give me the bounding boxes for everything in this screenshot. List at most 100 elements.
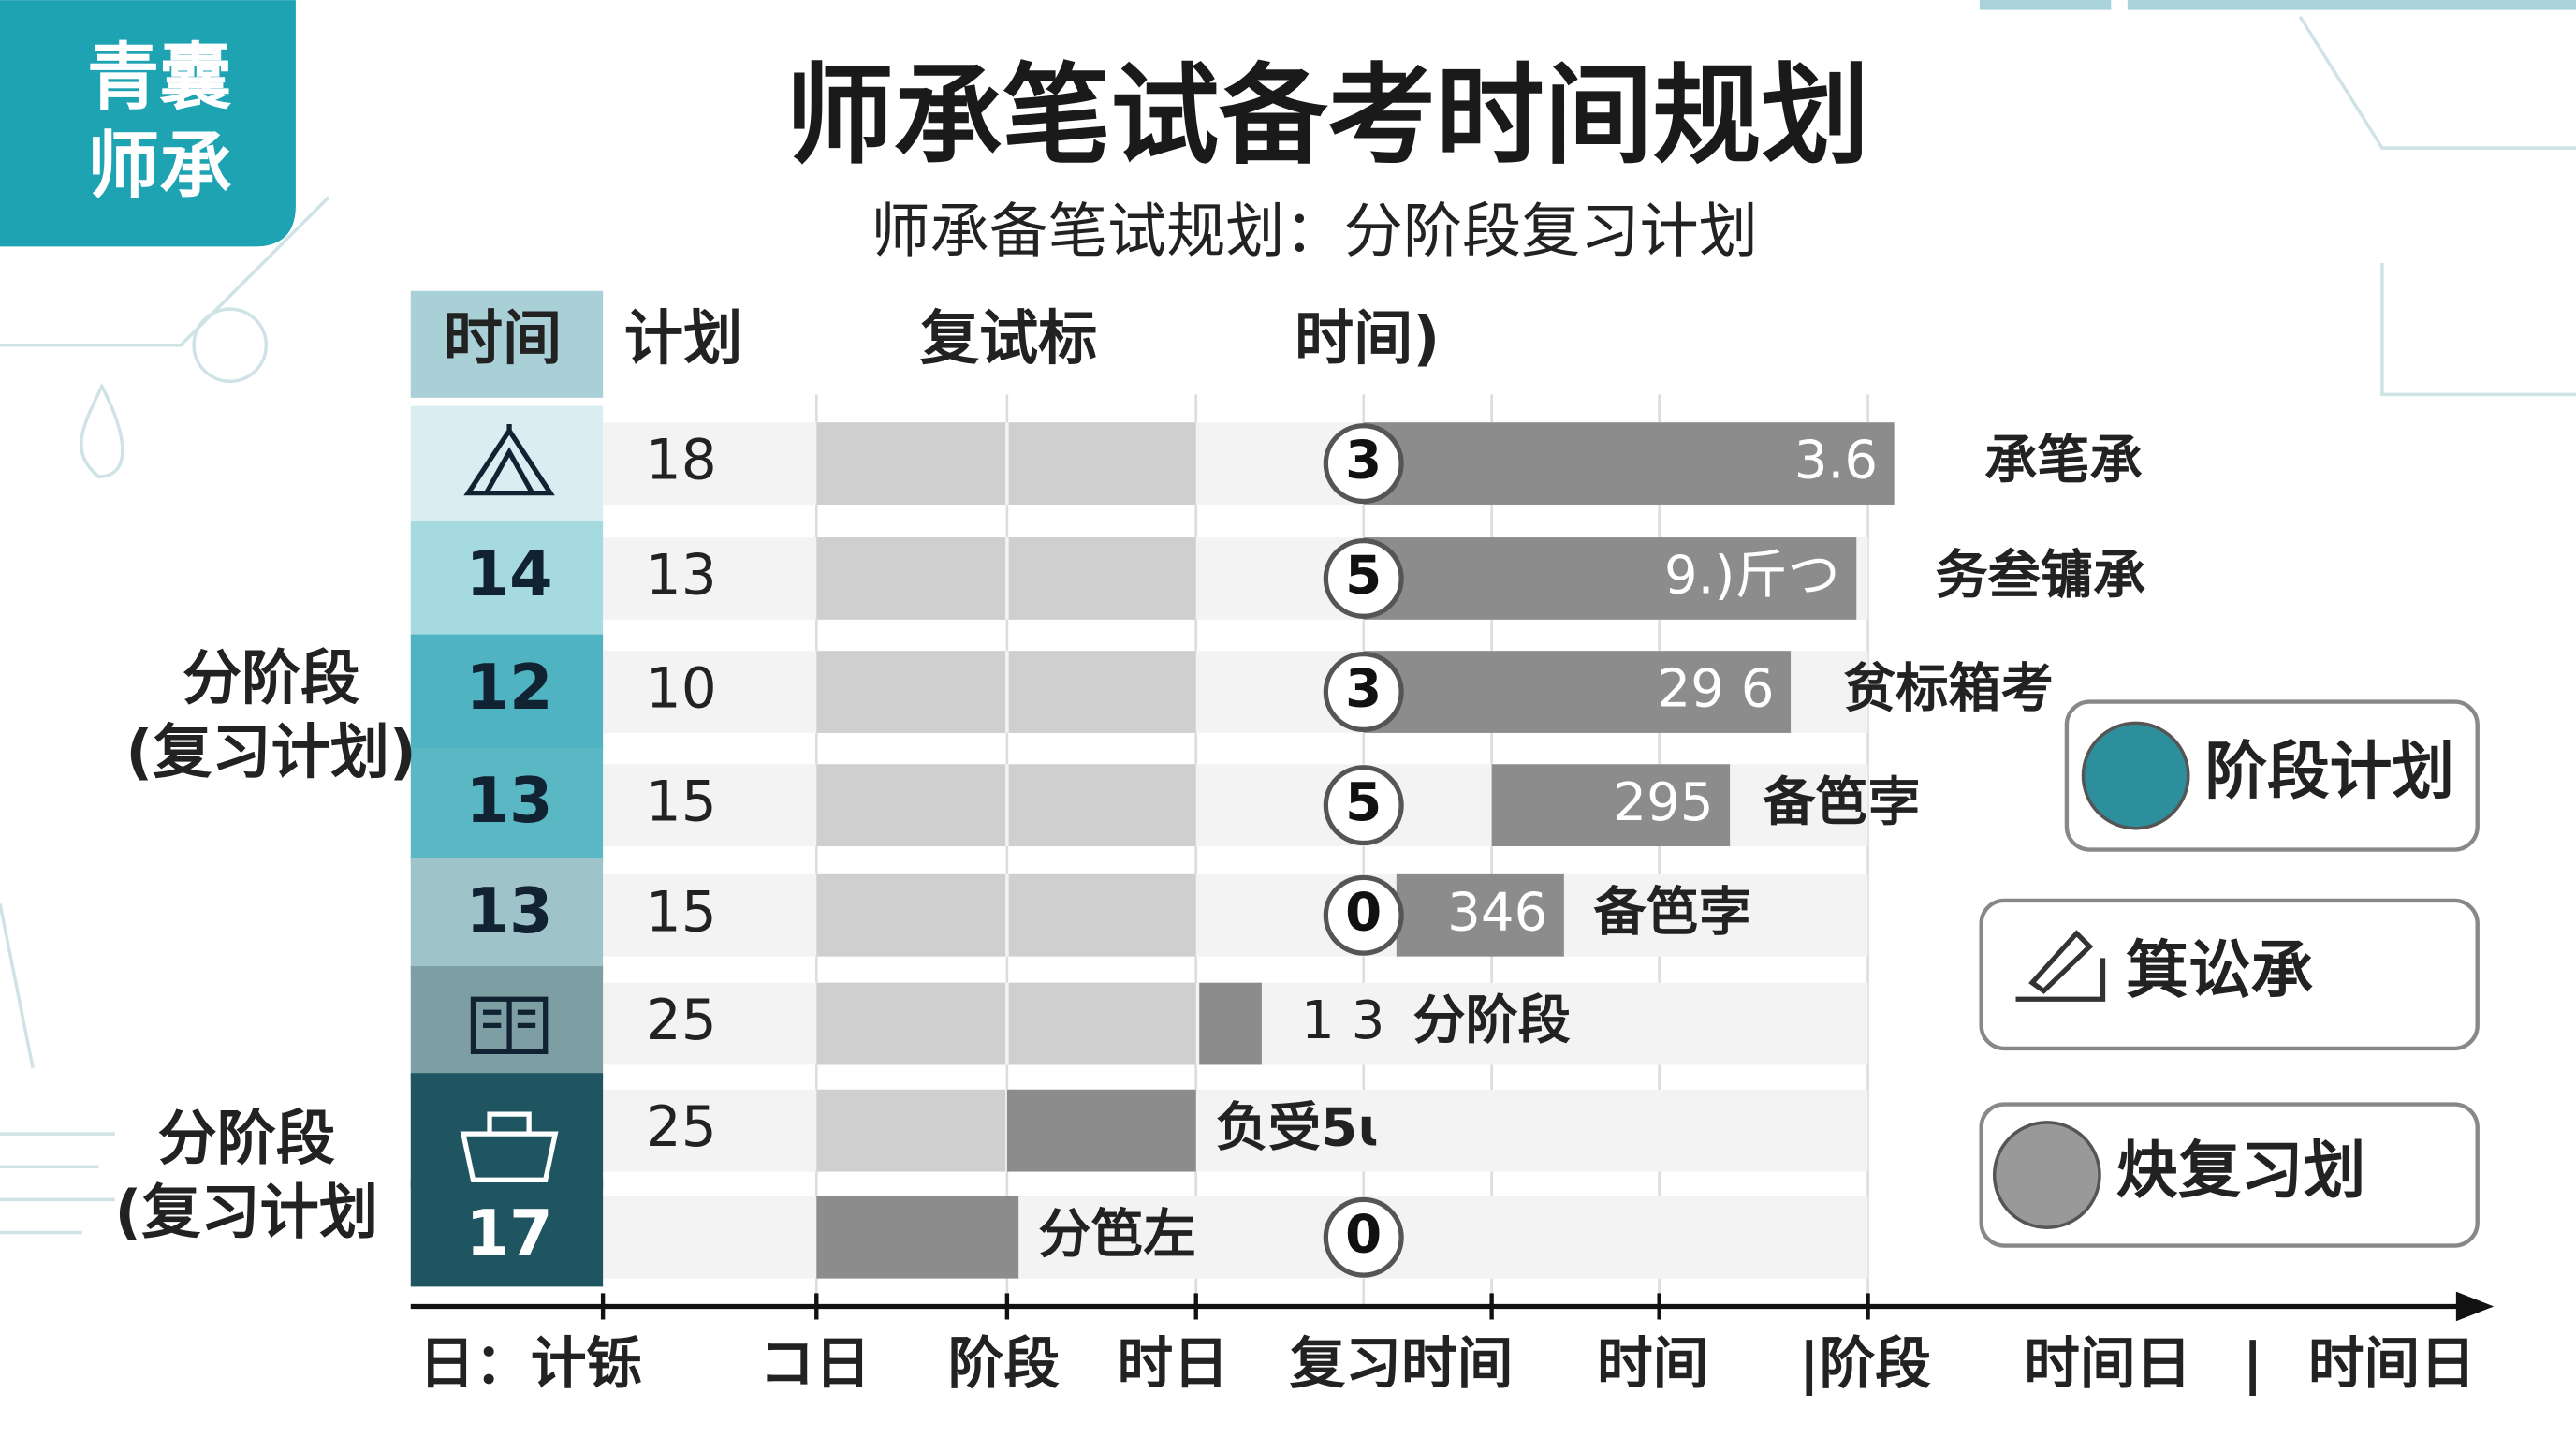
subtitle: 师承备笔试规划：分阶段复习计划 <box>871 197 1758 266</box>
bar-note: 承笔承 <box>1984 431 2142 492</box>
row-fill <box>816 982 1006 1065</box>
bar <box>1396 873 1564 957</box>
button-icon <box>1992 1121 2101 1229</box>
bar-value: 29 6 <box>1657 659 1774 720</box>
logo-text: 师承 <box>87 125 231 209</box>
marker-circle <box>1323 765 1404 846</box>
x-axis-label: 阶段 <box>948 1332 1061 1397</box>
row-fill <box>816 651 1006 733</box>
x-axis-label: 日：计铄 <box>419 1332 643 1397</box>
row-fill <box>1008 537 1196 620</box>
side-label: 分阶段 <box>183 643 360 712</box>
plan-label: 10 <box>646 657 717 722</box>
x-axis-label: 时间 <box>1597 1332 1708 1397</box>
bar <box>1363 651 1792 733</box>
bar <box>1199 982 1262 1065</box>
table: 时间 计划 复试标 时间) 18 3 3.6 承笔承 14 13 5 9.)斤つ 务叁镛承 12 10 3 29… <box>410 290 2146 1307</box>
row-fill <box>816 422 1006 505</box>
x-axis-label: 时间日 <box>2024 1332 2191 1397</box>
row-band <box>603 1196 1868 1279</box>
bar <box>1363 422 1895 505</box>
side-label: 分阶段 <box>158 1104 336 1173</box>
plan-label: 25 <box>646 1095 717 1160</box>
time-label: 14 <box>466 537 553 610</box>
x-axis-label: 时日 <box>1117 1332 1228 1397</box>
bar <box>1491 764 1731 847</box>
logo-badge <box>0 0 296 247</box>
row-fill <box>1008 651 1196 733</box>
decor <box>0 0 2576 1235</box>
time-cell <box>410 634 604 750</box>
bar-value: 9.)斤つ <box>1664 546 1840 607</box>
column-header: 复试标 <box>920 303 1098 373</box>
time-cell <box>410 858 604 974</box>
bar-value: 295 <box>1613 772 1713 833</box>
bar-note: 备笆孛 <box>1763 772 1920 833</box>
x-axis-label: 时间日 <box>2308 1332 2476 1397</box>
side-label: (复习计划 <box>114 1177 378 1246</box>
icon-bag <box>460 1111 559 1182</box>
row-fill <box>1008 873 1196 957</box>
plan-label: 25 <box>646 989 717 1053</box>
button[interactable] <box>1979 1102 2480 1248</box>
row-fill <box>816 764 1006 847</box>
title: 师承笔试备考时间规划 <box>785 53 1869 180</box>
row-fill <box>1008 764 1196 847</box>
row-fill <box>816 537 1006 620</box>
marker-label: 3 <box>1345 659 1382 720</box>
row-band <box>603 873 1868 957</box>
icon-scales <box>463 423 555 496</box>
x-axis-label: | <box>2243 1332 2263 1397</box>
time-cell <box>410 1073 604 1189</box>
time-label: 17 <box>466 1196 553 1269</box>
x-axis-label: |阶段 <box>1799 1332 1931 1397</box>
time-label: 13 <box>466 764 553 837</box>
button-icon <box>2015 930 2106 1002</box>
bar-value: 346 <box>1447 882 1547 943</box>
column-header: 计划 <box>624 303 742 373</box>
row-fill <box>816 873 1006 957</box>
marker-label: 3 <box>1345 431 1382 492</box>
column-header: 时间) <box>1295 303 1440 373</box>
row-fill <box>816 1089 1006 1172</box>
bar-note: 务叁镛承 <box>1936 546 2146 607</box>
plan-label: 13 <box>646 544 717 609</box>
marker-circle <box>1323 537 1404 619</box>
marker-circle <box>1323 652 1404 733</box>
bar-value: 3.6 <box>1794 431 1878 492</box>
row-fill <box>1008 422 1196 505</box>
time-cell <box>410 521 604 637</box>
column-header: 时间 <box>444 303 562 373</box>
plan-label: 15 <box>646 880 717 945</box>
marker-label: 5 <box>1345 772 1382 833</box>
plan-label: 15 <box>646 770 717 835</box>
marker-circle <box>1323 1196 1404 1278</box>
bar <box>1006 1089 1196 1172</box>
button-icon <box>2081 721 2190 830</box>
x-axis-label: コ日 <box>759 1332 871 1397</box>
bar <box>1363 537 1857 620</box>
row-fill <box>1008 982 1196 1065</box>
logo-text: 青囊 <box>87 36 231 120</box>
time-label: 12 <box>466 651 553 724</box>
icon-book <box>470 996 549 1055</box>
side-label: (复习计划) <box>125 717 416 786</box>
x-axis-label: 复习时间 <box>1290 1332 1514 1397</box>
bar-note: 贫标箱考 <box>1843 659 2054 720</box>
button[interactable] <box>1979 898 2480 1051</box>
button-label[interactable]: 炔复习划 <box>2116 1134 2366 1207</box>
bar <box>816 1196 1019 1279</box>
marker-label: 0 <box>1345 1204 1382 1265</box>
row-band <box>603 1089 1868 1172</box>
time-cell <box>410 747 604 863</box>
button-label[interactable]: 箕讼承 <box>2126 933 2313 1006</box>
button-label[interactable]: 阶段计划 <box>2204 735 2454 808</box>
time-label: 13 <box>466 874 553 947</box>
marker-label: 0 <box>1345 882 1382 943</box>
bar-value: 1 3 <box>1301 990 1384 1051</box>
time-cell <box>410 405 604 521</box>
bar-note: 分阶段 <box>1412 990 1570 1051</box>
plan-label: 18 <box>646 429 717 493</box>
